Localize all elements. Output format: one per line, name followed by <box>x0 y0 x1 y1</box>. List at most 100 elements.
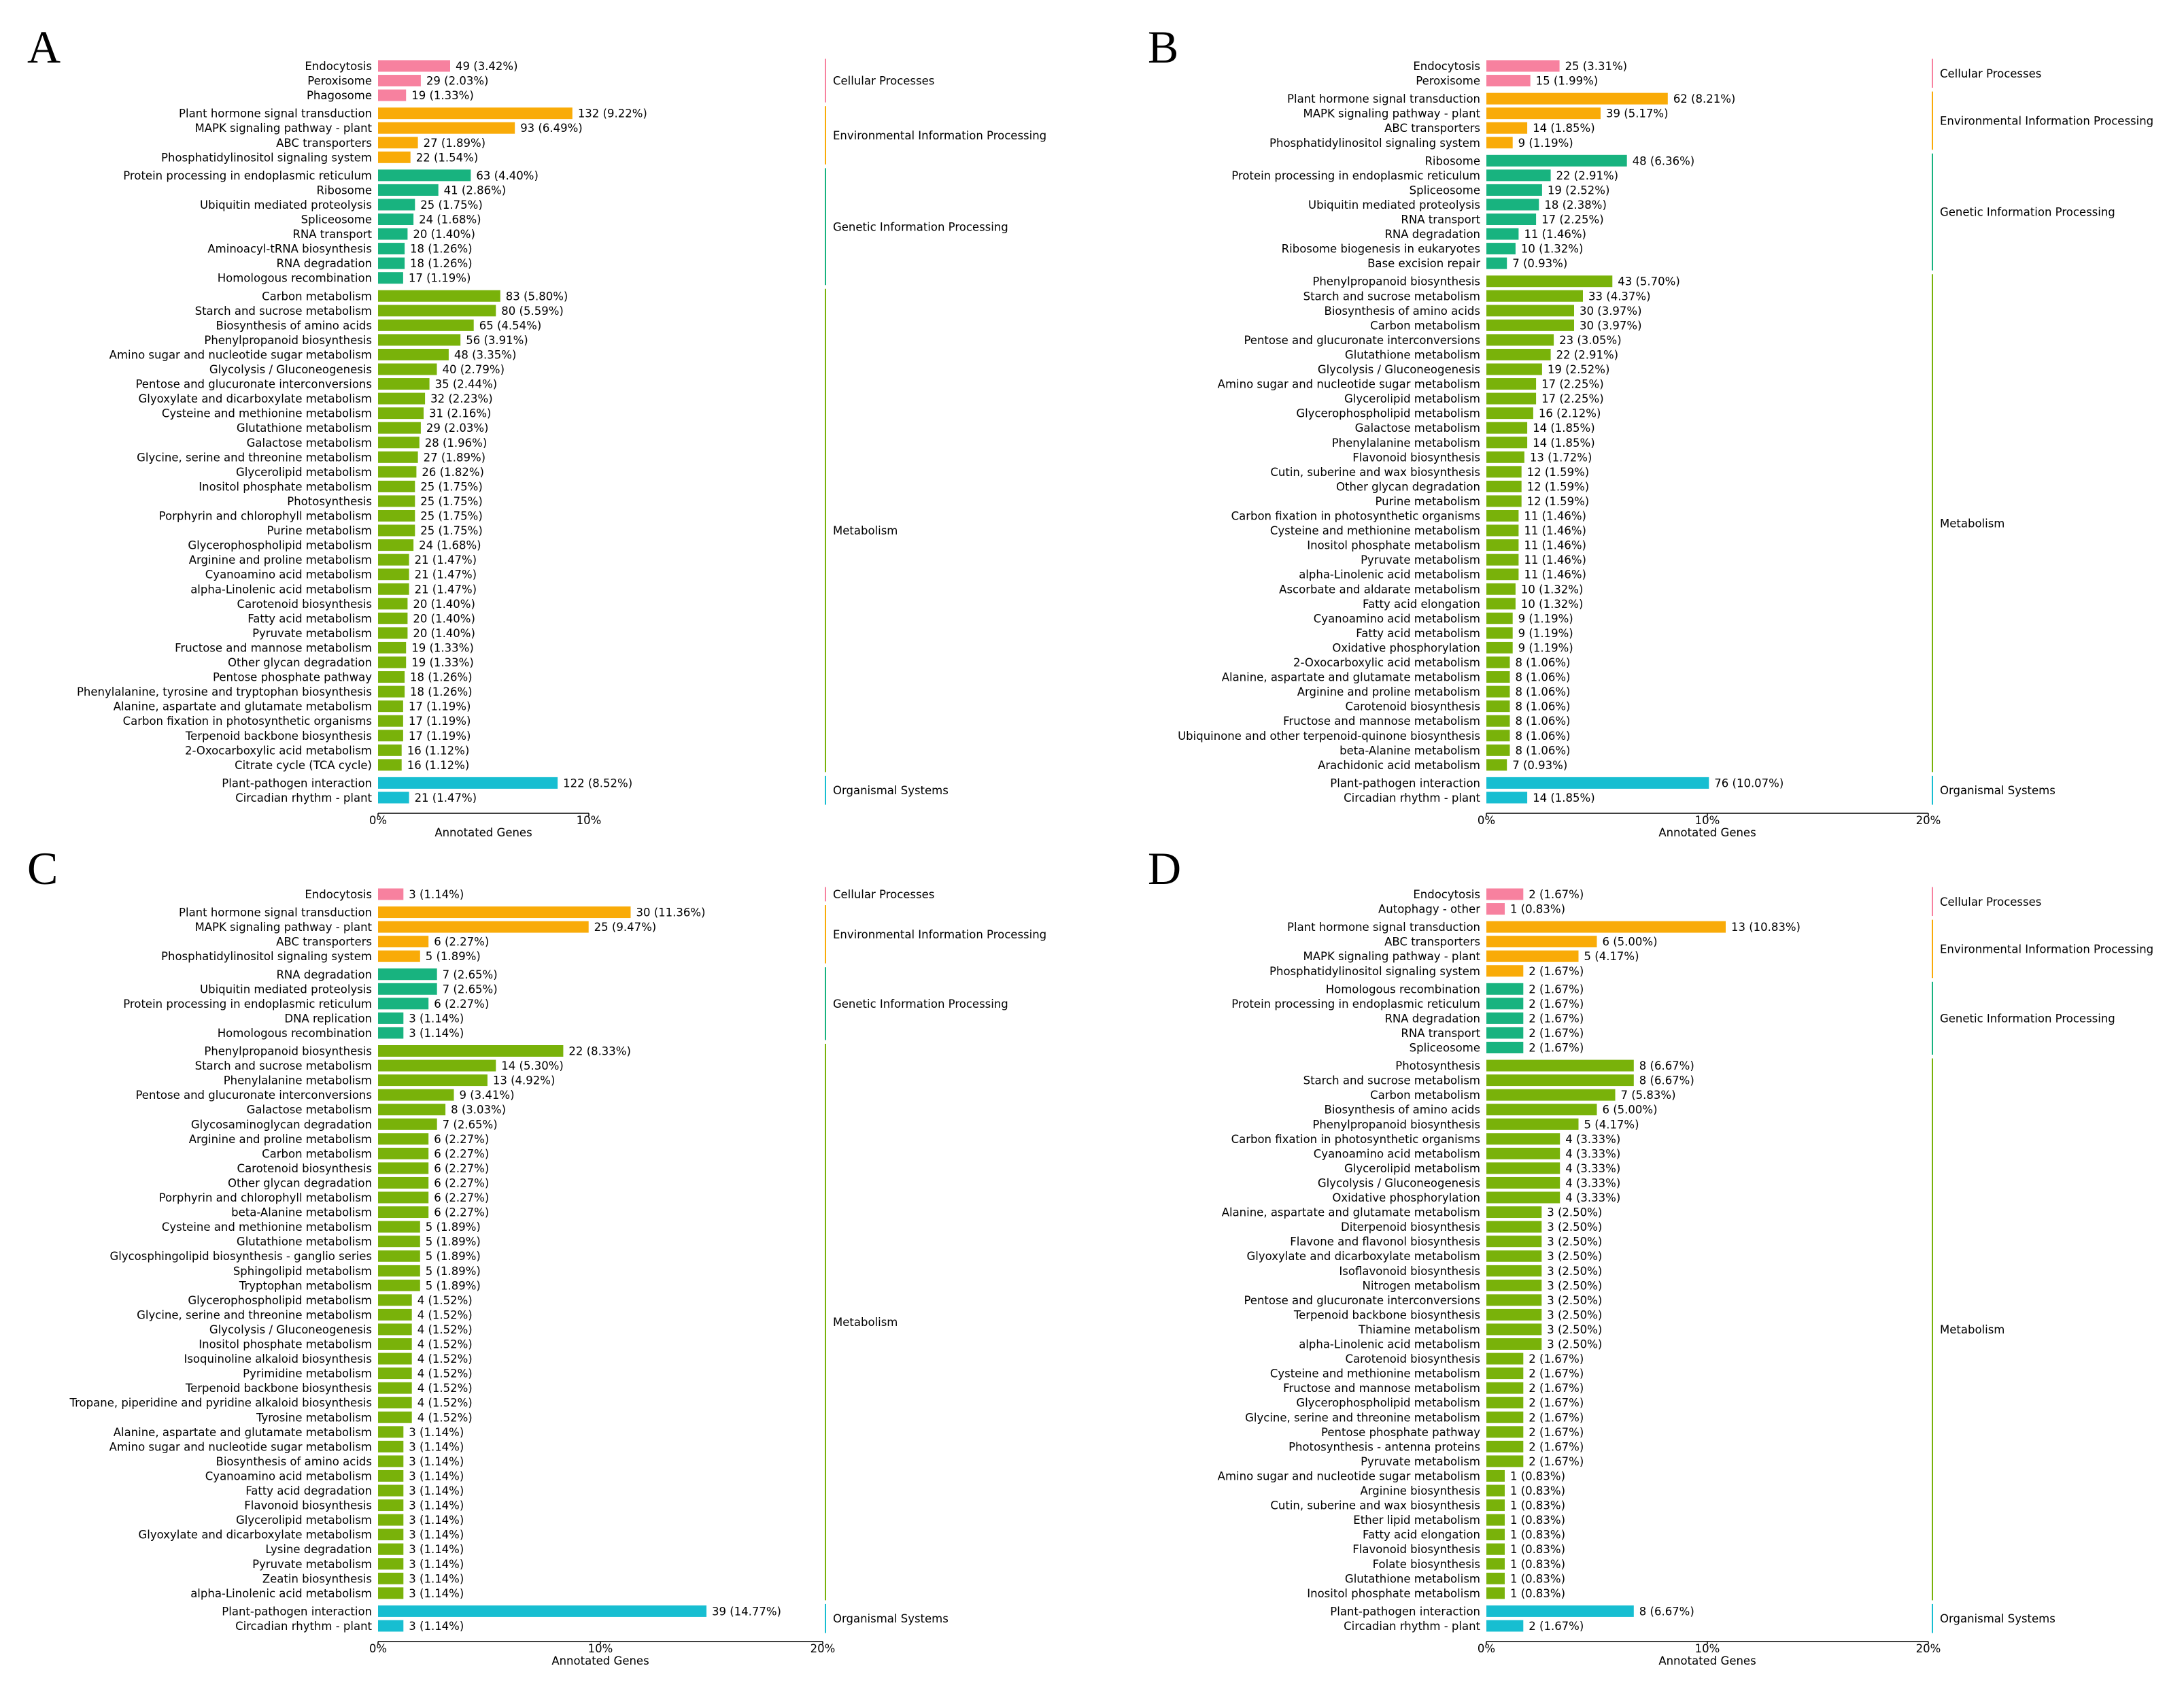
panel-a-value-label: 48 (3.35%) <box>454 348 517 361</box>
panel-d-pathway-label: Glyoxylate and dicarboxylate metabolism <box>1247 1250 1481 1263</box>
panel-d-value-label: 4 (3.33%) <box>1565 1176 1620 1189</box>
panel-b-value-label: 14 (1.85%) <box>1533 437 1595 449</box>
panel-a-value-label: 22 (1.54%) <box>416 151 479 164</box>
panel-a-pathway-label: Plant hormone signal transduction <box>179 107 372 120</box>
panel-a-value-label: 63 (4.40%) <box>476 169 539 182</box>
panel-c-bar <box>378 1250 420 1262</box>
panel-c-value-label: 7 (2.65%) <box>443 983 498 996</box>
panel-d-value-label: 1 (0.83%) <box>1510 1572 1565 1585</box>
panel-a-value-label: 20 (1.40%) <box>413 228 475 241</box>
panel-c-value-label: 39 (14.77%) <box>712 1605 781 1618</box>
panel-d-pathway-label: Starch and sucrose metabolism <box>1303 1074 1480 1087</box>
panel-b-bar <box>1486 685 1510 698</box>
panel-b-value-label: 14 (1.85%) <box>1533 422 1595 435</box>
panel-c-pathway-label: Endocytosis <box>305 888 372 901</box>
panel-c-bar <box>378 1426 404 1438</box>
panel-b-value-label: 43 (5.70%) <box>1618 275 1680 288</box>
panel-b-bar <box>1486 792 1528 804</box>
panel-d-pathway-label: Carbon fixation in photosynthetic organi… <box>1231 1133 1480 1146</box>
panel-b-pathway-label: Protein processing in endoplasmic reticu… <box>1231 169 1480 182</box>
panel-c-pathway-label: Biosynthesis of amino acids <box>216 1455 372 1468</box>
panel-b-bar <box>1486 744 1510 756</box>
panel-a-pathway-label: RNA transport <box>292 228 372 241</box>
panel-b-pathway-label: MAPK signaling pathway - plant <box>1303 107 1480 120</box>
panel-b-bar <box>1486 334 1554 346</box>
panel-c-pathway-label: Carbon metabolism <box>262 1147 372 1160</box>
panel-c-value-label: 6 (2.27%) <box>434 1176 489 1189</box>
panel-b-value-label: 8 (1.06%) <box>1515 656 1570 669</box>
panel-b-bar <box>1486 122 1528 134</box>
panel-b-pathway-label: beta-Alanine metabolism <box>1340 744 1480 757</box>
panel-a-value-label: 83 (5.80%) <box>506 290 568 303</box>
panel-c-bar <box>378 968 437 981</box>
panel-d-value-label: 2 (1.67%) <box>1529 1411 1584 1424</box>
panel-a-x-tick-label: 10% <box>577 814 602 827</box>
panel-b-bar <box>1486 524 1519 537</box>
panel-c-bar <box>378 1397 412 1409</box>
panel-b-value-label: 8 (1.06%) <box>1515 715 1570 728</box>
panel-c-bar <box>378 1236 420 1248</box>
panel-c-bar <box>378 983 437 995</box>
panel-c-value-label: 3 (1.14%) <box>409 1455 464 1468</box>
panel-a-pathway-label: Glycine, serine and threonine metabolism <box>137 451 372 464</box>
panel-c-value-label: 6 (2.27%) <box>434 1162 489 1175</box>
panel-d-value-label: 2 (1.67%) <box>1529 1353 1584 1365</box>
panel-b-bar <box>1486 612 1513 624</box>
panel-b-bar <box>1486 466 1522 478</box>
panel-c-pathway-label: Glyoxylate and dicarboxylate metabolism <box>139 1529 373 1542</box>
panel-d-bar <box>1486 1353 1524 1365</box>
panel-a-pathway-label: Carbon fixation in photosynthetic organi… <box>123 715 372 728</box>
panel-d-pathway-label: Fatty acid elongation <box>1363 1529 1480 1542</box>
panel-a-pathway-label: Biosynthesis of amino acids <box>216 319 372 332</box>
panel-c-pathway-label: Glycosaminoglycan degradation <box>191 1118 372 1131</box>
panel-d-value-label: 2 (1.67%) <box>1529 1440 1584 1453</box>
panel-a-bar <box>378 290 500 302</box>
panel-b-bar <box>1486 92 1668 105</box>
panel-c-bar <box>378 1221 420 1233</box>
panel-b-bar <box>1486 75 1531 87</box>
panel-a-category-label: Cellular Processes <box>833 75 934 88</box>
panel-c-bar <box>378 1338 412 1350</box>
panel-a-pathway-label: Porphyrin and chlorophyll metabolism <box>159 510 372 523</box>
panel-c-bar <box>378 1558 404 1570</box>
panel-d-pathway-label: Plant-pathogen interaction <box>1330 1605 1480 1618</box>
panel-a-pathway-label: Phenylalanine, tyrosine and tryptophan b… <box>77 685 372 698</box>
panel-c-value-label: 4 (1.52%) <box>417 1308 473 1321</box>
panel-b-pathway-label: Ribosome <box>1424 154 1480 167</box>
panel-b-value-label: 9 (1.19%) <box>1518 612 1573 625</box>
panel-d-pathway-label: ABC transporters <box>1384 936 1480 949</box>
panel-b-value-label: 30 (3.97%) <box>1580 319 1642 332</box>
panel-d-value-label: 3 (2.50%) <box>1547 1265 1602 1278</box>
panel-d-bar <box>1486 1089 1616 1101</box>
panel-c-bar <box>378 1191 429 1204</box>
panel-d-value-label: 4 (3.33%) <box>1565 1133 1620 1146</box>
panel-d-value-label: 2 (1.67%) <box>1529 1382 1584 1395</box>
panel-b-bar <box>1486 407 1533 420</box>
panel-c-pathway-label: Fatty acid degradation <box>245 1484 372 1497</box>
panel-b-bar <box>1486 671 1510 683</box>
panel-a-bar <box>378 437 420 449</box>
panel-d-pathway-label: Pentose and glucuronate interconversions <box>1244 1294 1480 1307</box>
panel-a-pathway-label: Pentose phosphate pathway <box>213 671 372 684</box>
panel-c-value-label: 4 (1.52%) <box>417 1382 473 1395</box>
panel-d-bar <box>1486 1620 1524 1632</box>
panel-b-value-label: 19 (2.52%) <box>1548 184 1610 197</box>
panel-a-pathway-label: Fatty acid metabolism <box>248 612 372 625</box>
panel-b-pathway-label: Starch and sucrose metabolism <box>1303 290 1480 303</box>
panel-c-x-tick-label: 20% <box>811 1642 836 1655</box>
panel-a-value-label: 28 (1.96%) <box>425 437 488 449</box>
panel-c-value-label: 5 (1.89%) <box>426 1279 481 1292</box>
panel-b-bar <box>1486 348 1551 360</box>
panel-d-pathway-label: Carbon metabolism <box>1370 1089 1480 1102</box>
panel-a-value-label: 21 (1.47%) <box>415 554 477 566</box>
panel-d-bar <box>1486 1042 1524 1053</box>
panel-b-value-label: 14 (1.85%) <box>1533 792 1595 804</box>
panel-a-pathway-label: Glycerophospholipid metabolism <box>188 539 372 552</box>
panel-a-pathway-label: Starch and sucrose metabolism <box>195 305 372 318</box>
panel-b-pathway-label: Purine metabolism <box>1375 495 1480 508</box>
panel-d-bar <box>1486 965 1524 977</box>
panel-d-value-label: 5 (4.17%) <box>1584 1118 1639 1131</box>
panel-a-pathway-label: Purine metabolism <box>267 524 372 537</box>
panel-d-bar <box>1486 1265 1542 1277</box>
panel-b-pathway-label: ABC transporters <box>1384 122 1480 135</box>
